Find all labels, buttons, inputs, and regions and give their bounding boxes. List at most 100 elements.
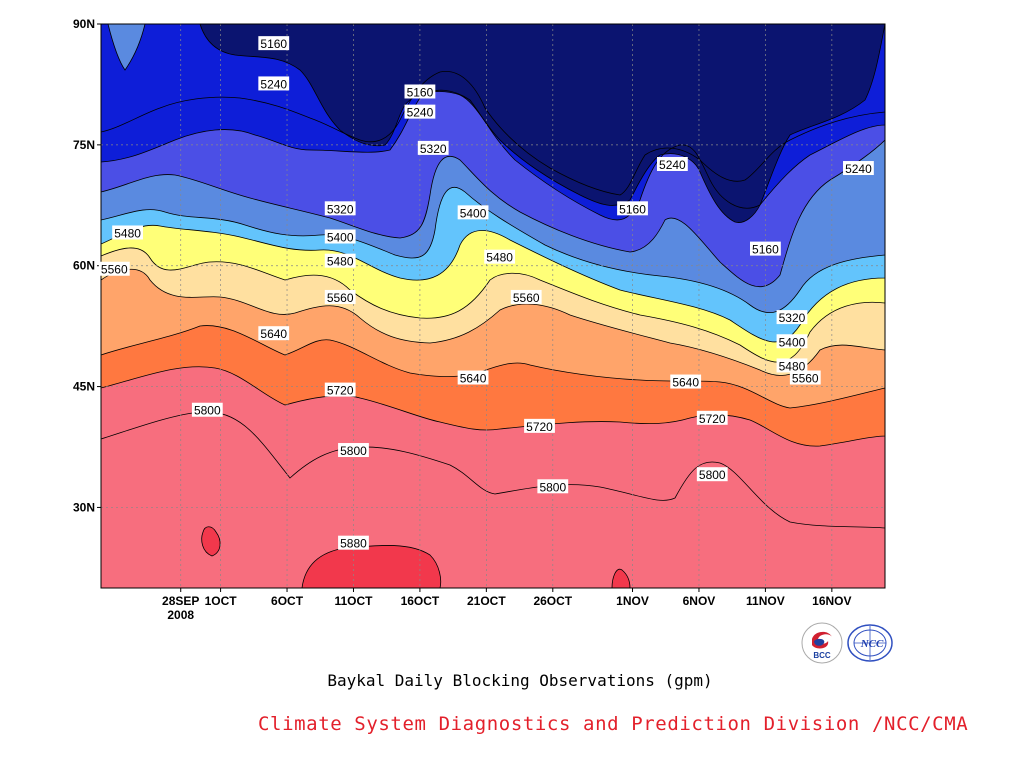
contour-label: 5720 (699, 412, 726, 426)
bcc-logo-text: BCC (813, 651, 831, 660)
contour-label-bg (324, 229, 356, 244)
contour-label-bg (696, 467, 728, 482)
contour-label-bg (324, 382, 356, 397)
contour-label-bg (258, 36, 290, 51)
y-tick-label: 90N (73, 17, 95, 31)
contour-label-bg (776, 310, 808, 325)
x-tick-label: 28SEP (162, 594, 199, 608)
contour-label: 5160 (260, 37, 287, 51)
contour-label: 5240 (845, 162, 872, 176)
contour-line (301, 545, 442, 588)
y-tick-label: 60N (73, 259, 95, 273)
contour-line (101, 24, 885, 288)
band-top-left (108, 24, 145, 70)
contour-line (199, 24, 885, 223)
contour-label: 5400 (779, 335, 806, 349)
plot-frame (100, 23, 886, 589)
contour-label: 5880 (340, 537, 367, 551)
contour-label-bg (457, 370, 489, 385)
contour-label: 5640 (672, 376, 699, 390)
contour-label: 5480 (486, 251, 513, 265)
contour-label: 5640 (260, 327, 287, 341)
x-tick-label: 1NOV (616, 594, 649, 608)
contour-label: 5320 (327, 202, 354, 216)
chart-title: Baykal Daily Blocking Observations (gpm) (327, 671, 713, 690)
x-tick-label: 21OCT (467, 594, 506, 608)
contour-line (101, 24, 885, 196)
x-tick-label: 6OCT (271, 594, 304, 608)
contour-label-bg (750, 241, 781, 256)
contour-label: 5560 (101, 263, 128, 277)
ncc-logo: NCC (847, 624, 893, 662)
contour-label-bg (484, 249, 516, 264)
contour-label: 5720 (526, 420, 553, 434)
contour-label-bg (789, 370, 821, 385)
contour-label-bg (524, 418, 555, 433)
contour-label: 5240 (659, 158, 686, 172)
contour-label: 5240 (407, 106, 434, 120)
contour-label-bg (670, 374, 702, 389)
contour-line (101, 24, 885, 529)
x-tick-label: 6NOV (683, 594, 716, 608)
contour-label: 5560 (513, 291, 540, 305)
contour-label-bg (457, 205, 489, 220)
contour-label-bg (776, 334, 808, 349)
x-tick-label: 26OCT (533, 594, 572, 608)
credit-text: Climate System Diagnostics and Predictio… (258, 713, 969, 735)
x-tick-label: 11NOV (746, 594, 785, 608)
contour-label: 5640 (460, 372, 487, 386)
contour-label-bg (776, 358, 808, 373)
contour-label: 5320 (779, 311, 806, 325)
contour-line (101, 24, 885, 447)
contour-label-bg (338, 535, 369, 550)
grid (101, 24, 885, 588)
contour-label: 5320 (420, 142, 447, 156)
x-tick-label: 16NOV (812, 594, 851, 608)
x-tick-label: 11OCT (334, 594, 373, 608)
contour-label: 5800 (194, 404, 221, 418)
contour-label: 5240 (260, 77, 287, 91)
bcc-logo: BCC (801, 622, 843, 664)
contour-label-bg (617, 201, 648, 216)
contour-label-bg (324, 289, 356, 304)
contour-label: 5800 (340, 444, 367, 458)
band-top-dark (200, 24, 885, 223)
contour-label-bg (404, 84, 436, 99)
contour-label: 5720 (327, 384, 354, 398)
y-axis: 30N 45N 60N 75N 90N (73, 17, 101, 514)
contour-line (101, 24, 885, 376)
contour-label: 5400 (327, 231, 354, 245)
contour-label-bg (258, 326, 290, 341)
contour-label-bg (258, 76, 290, 91)
contour-label-bg (324, 253, 356, 268)
y-tick-label: 45N (73, 380, 95, 394)
y-tick-label: 30N (73, 500, 95, 514)
contour-label-bg (696, 410, 728, 425)
band-5880-b (201, 526, 221, 556)
contour-label-bg (324, 201, 356, 216)
band-5880-a (302, 545, 441, 588)
contour-label-bg (98, 261, 130, 276)
contour-label: 5480 (114, 226, 141, 240)
contour-label: 5800 (699, 468, 726, 482)
ncc-logo-text: NCC (860, 638, 884, 650)
contour-label-bg (404, 104, 436, 119)
contour-label: 5800 (539, 480, 566, 494)
y-tick-label: 75N (73, 138, 95, 152)
contour-label: 5560 (327, 291, 354, 305)
contour-label: 5400 (460, 206, 487, 220)
contour-label: 5560 (792, 372, 819, 386)
x-tick-label: 1OCT (205, 594, 238, 608)
contour-label-bg (510, 289, 542, 304)
contour-label-bg (112, 225, 143, 240)
contour-line (611, 568, 631, 588)
contour-labels: 5160 5160 5160 5160 5240 5240 5240 5240 5320 5320… (98, 36, 874, 551)
contour-line (201, 526, 221, 557)
contour-label: 5480 (327, 255, 354, 269)
x-tick-label: 16OCT (401, 594, 440, 608)
contour-label: 5160 (619, 202, 646, 216)
contour-label-bg (191, 402, 223, 417)
contour-line (101, 24, 885, 314)
contour-bands (101, 24, 885, 588)
